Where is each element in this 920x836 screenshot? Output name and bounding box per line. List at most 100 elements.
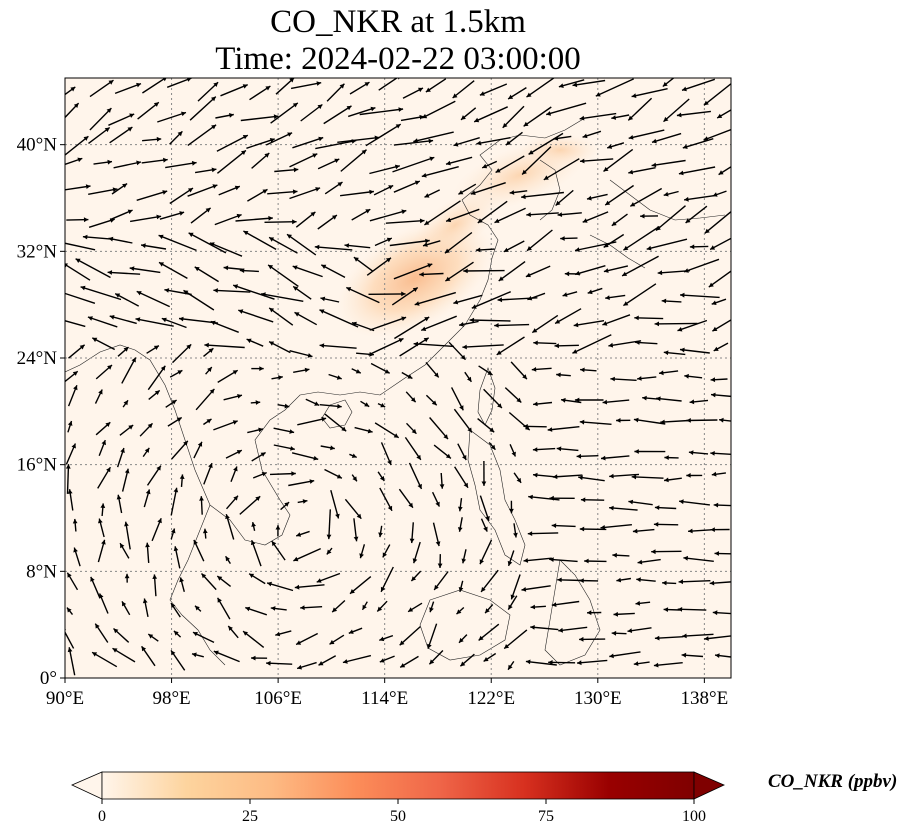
map-title: CO_NKR at 1.5km Time: 2024-02-22 03:00:0… — [65, 4, 731, 78]
wind-vector-head-176 — [575, 247, 580, 252]
wind-vector-head-135 — [205, 207, 211, 213]
wind-vector-head-205 — [657, 270, 663, 276]
wind-vector-399 — [288, 480, 315, 487]
wind-vector-head-593 — [609, 653, 614, 659]
wind-vector-50 — [676, 110, 711, 117]
wind-vector-head-418 — [116, 494, 122, 500]
wind-vector-185 — [129, 267, 161, 274]
wind-vector-head-596 — [681, 652, 687, 658]
wind-vector-head-334 — [642, 395, 647, 401]
wind-vector-head-46 — [579, 115, 585, 121]
colorbar-tick-label-2: 50 — [390, 808, 406, 825]
wind-vector-595 — [653, 662, 683, 667]
wind-vector-head-580 — [266, 660, 271, 666]
wind-vector-31 — [189, 96, 217, 121]
wind-vector-head-263 — [153, 345, 159, 350]
wind-vector-head-427 — [356, 513, 362, 519]
wind-vector-head-240 — [210, 320, 216, 326]
wind-vector-head-445 — [157, 518, 162, 524]
wind-vector-head-365 — [101, 440, 106, 446]
wind-vector-head-570 — [682, 633, 687, 639]
wind-vector-head-290 — [177, 370, 183, 375]
wind-vector-head-469 — [101, 539, 106, 545]
wind-vector-head-330 — [533, 401, 538, 407]
wind-vector-head-576 — [171, 650, 176, 656]
wind-vector-head-33 — [273, 114, 279, 120]
x-tick-label-2: 106°E — [254, 688, 302, 709]
wind-vector-252 — [531, 314, 559, 334]
wind-vector-head-125 — [605, 200, 611, 206]
wind-vector-head-378 — [445, 453, 451, 459]
wind-vector-head-507 — [411, 576, 417, 581]
wind-vector-head-158 — [108, 236, 114, 242]
wind-vector-head-237 — [135, 317, 141, 322]
wind-vector-head-233 — [711, 300, 717, 305]
wind-vector-head-280 — [572, 349, 578, 354]
wind-vector-head-336 — [689, 399, 695, 405]
wind-vector-head-109 — [212, 184, 218, 189]
wind-vector-head-249 — [459, 322, 464, 327]
wind-vector-head-30 — [181, 111, 186, 117]
wind-vector-head-373 — [313, 455, 319, 461]
wind-vector-564 — [530, 626, 559, 631]
wind-vector-68 — [476, 137, 511, 145]
wind-vector-head-150 — [582, 218, 588, 223]
wind-vector-24 — [681, 78, 716, 91]
wind-vector-head-69 — [505, 140, 511, 146]
wind-vector-475 — [251, 539, 262, 567]
wind-vector-head-148 — [526, 212, 531, 217]
wind-vector-head-407 — [516, 477, 522, 483]
wind-vector-591 — [548, 661, 576, 664]
wind-vector-246 — [369, 316, 407, 331]
wind-vector-head-421 — [199, 496, 204, 501]
wind-vector-head-467 — [710, 527, 715, 532]
wind-vector-head-472 — [173, 546, 179, 552]
wind-vector-head-528 — [270, 606, 276, 611]
wind-vector-head-470 — [120, 543, 125, 549]
wind-vector-head-557 — [348, 629, 354, 634]
wind-vector-head-429 — [408, 502, 413, 508]
wind-vector-160 — [158, 234, 197, 252]
wind-vector-head-426 — [335, 513, 340, 519]
x-tick-label-1: 98°E — [152, 688, 190, 709]
wind-vector-head-401 — [352, 476, 357, 482]
wind-vector-head-210 — [115, 293, 121, 298]
wind-vector-head-174 — [527, 246, 532, 251]
wind-vector-505 — [349, 576, 372, 595]
colorbar: 0 25 50 75 100 — [71, 771, 725, 825]
wind-vector-333 — [602, 399, 630, 404]
wind-vector-head-138 — [292, 219, 297, 225]
wind-vector-head-120 — [470, 190, 476, 195]
wind-vector-head-156 — [65, 240, 66, 242]
wind-vector-head-283 — [663, 350, 669, 356]
wind-vector-206 — [683, 258, 720, 273]
wind-vector-277 — [496, 336, 525, 356]
wind-vector-head-246 — [401, 316, 407, 321]
title-line-1: CO_NKR at 1.5km — [270, 4, 526, 40]
wind-vector-head-185 — [129, 266, 135, 271]
wind-vector-head-44 — [523, 121, 529, 127]
map-frame — [64, 77, 732, 679]
wind-vector-head-96 — [522, 169, 527, 175]
wind-vector-head-215 — [233, 284, 239, 289]
wind-vector-head-390 — [65, 464, 71, 469]
wind-vector-head-107 — [162, 190, 168, 195]
wind-vector-head-183 — [75, 258, 81, 263]
wind-vector-350 — [374, 422, 400, 439]
wind-vector-head-490 — [637, 559, 643, 565]
wind-vector-178 — [623, 225, 660, 251]
wind-vector-head-464 — [632, 528, 638, 534]
wind-vector-head-510 — [481, 587, 486, 592]
wind-vector-head-339 — [105, 422, 111, 427]
wind-vector-224 — [471, 291, 511, 309]
wind-vector-411 — [609, 473, 640, 478]
wind-vector-head-344 — [232, 420, 238, 425]
wind-vector-head-536 — [485, 608, 490, 614]
wind-vector-head-462 — [579, 526, 585, 532]
wind-vector-head-521 — [99, 593, 104, 599]
wind-vector-head-534 — [429, 607, 434, 613]
wind-vector-head-140 — [332, 215, 337, 220]
wind-vector-42 — [473, 106, 508, 123]
wind-vector-head-208 — [59, 291, 64, 296]
wind-vector-head-409 — [552, 474, 558, 480]
